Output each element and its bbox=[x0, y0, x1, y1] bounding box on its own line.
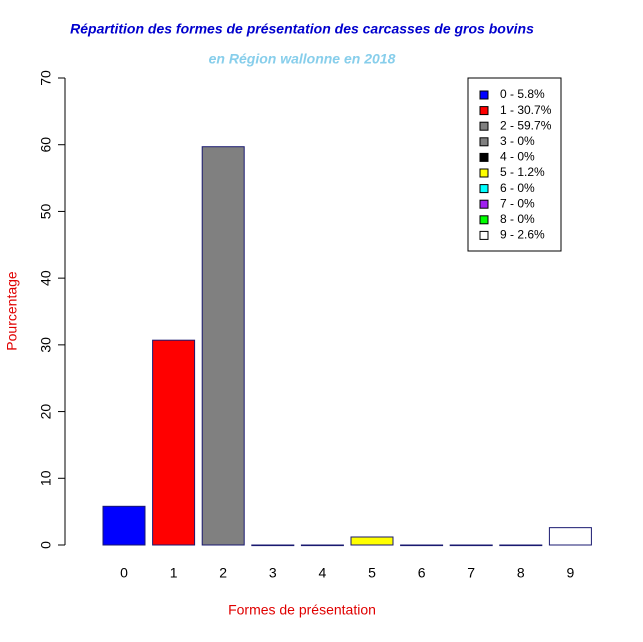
y-tick-label: 0 bbox=[38, 541, 54, 549]
legend-swatch bbox=[479, 215, 489, 225]
legend-swatch bbox=[479, 230, 489, 240]
legend-swatch bbox=[479, 152, 489, 162]
legend-swatch bbox=[479, 90, 489, 100]
x-tick-label: 8 bbox=[517, 565, 525, 581]
y-tick-label: 30 bbox=[38, 337, 54, 353]
y-axis-label: Pourcentage bbox=[4, 271, 20, 351]
y-tick-label: 20 bbox=[38, 404, 54, 420]
legend-label: 0 - 5.8% bbox=[500, 87, 545, 101]
legend-label: 2 - 59.7% bbox=[500, 118, 552, 132]
legend-label: 3 - 0% bbox=[500, 134, 535, 148]
legend-swatch bbox=[479, 137, 489, 147]
x-axis-label: Formes de présentation bbox=[228, 602, 376, 618]
legend-label: 7 - 0% bbox=[500, 196, 535, 210]
x-tick-label: 6 bbox=[418, 565, 426, 581]
legend-swatch bbox=[479, 199, 489, 209]
chart-title: Répartition des formes de présentation d… bbox=[70, 21, 534, 37]
x-tick-label: 7 bbox=[467, 565, 475, 581]
legend-swatch bbox=[479, 121, 489, 131]
bar bbox=[350, 536, 394, 546]
legend-label: 8 - 0% bbox=[500, 212, 535, 226]
x-tick-label: 4 bbox=[319, 565, 327, 581]
bar bbox=[152, 339, 196, 546]
bar bbox=[102, 505, 146, 546]
bar bbox=[300, 544, 344, 547]
legend-label: 9 - 2.6% bbox=[500, 228, 545, 242]
x-tick-label: 9 bbox=[567, 565, 575, 581]
y-tick-label: 70 bbox=[38, 70, 54, 86]
x-tick-label: 0 bbox=[120, 565, 128, 581]
legend-swatch bbox=[479, 106, 489, 116]
y-tick-label: 40 bbox=[38, 270, 54, 286]
bar bbox=[548, 527, 592, 546]
x-tick-label: 3 bbox=[269, 565, 277, 581]
y-tick-label: 50 bbox=[38, 203, 54, 219]
legend-label: 1 - 30.7% bbox=[500, 103, 552, 117]
y-tick-label: 60 bbox=[38, 137, 54, 153]
bar bbox=[499, 544, 543, 547]
x-tick-label: 5 bbox=[368, 565, 376, 581]
bar bbox=[400, 544, 444, 547]
legend-label: 6 - 0% bbox=[500, 181, 535, 195]
y-tick-label: 10 bbox=[38, 470, 54, 486]
legend-label: 4 - 0% bbox=[500, 150, 535, 164]
x-tick-label: 1 bbox=[170, 565, 178, 581]
bar bbox=[449, 544, 493, 547]
legend-swatch bbox=[479, 168, 489, 178]
x-tick-label: 2 bbox=[219, 565, 227, 581]
bar bbox=[201, 146, 245, 546]
chart-subtitle: en Région wallonne en 2018 bbox=[209, 51, 396, 67]
bar bbox=[251, 544, 295, 547]
legend-label: 5 - 1.2% bbox=[500, 165, 545, 179]
legend-swatch bbox=[479, 184, 489, 194]
